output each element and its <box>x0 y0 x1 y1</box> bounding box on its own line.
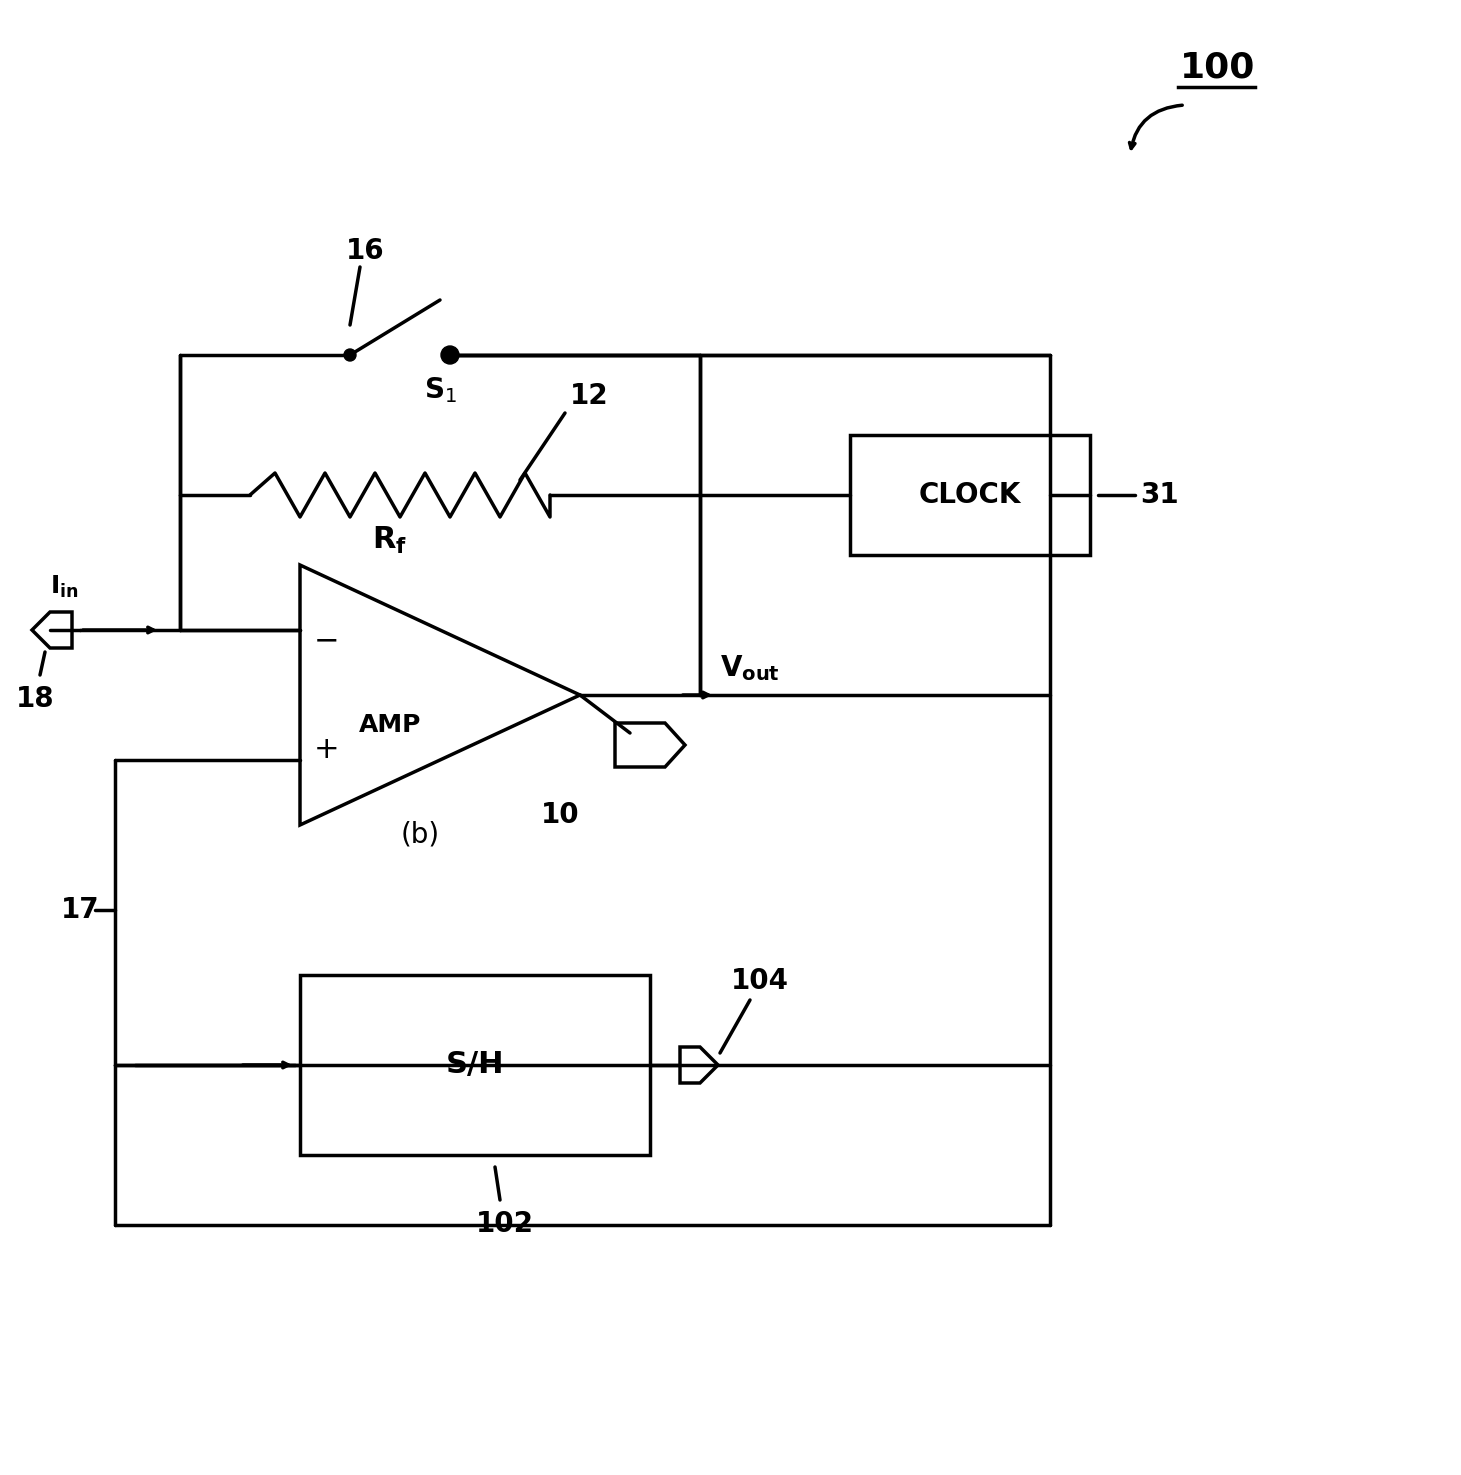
Text: 17: 17 <box>61 895 99 923</box>
Text: $-$: $-$ <box>313 625 337 655</box>
Text: S/H: S/H <box>446 1050 504 1080</box>
Text: 100: 100 <box>1180 52 1255 86</box>
Text: 104: 104 <box>730 968 789 996</box>
Text: 31: 31 <box>1140 481 1179 509</box>
Circle shape <box>441 347 459 364</box>
Text: $\mathbf{V_{out}}$: $\mathbf{V_{out}}$ <box>720 653 780 683</box>
Bar <box>850 435 1090 555</box>
Text: 102: 102 <box>476 1210 535 1238</box>
Text: 18: 18 <box>16 684 54 712</box>
Text: $\mathbf{R_f}$: $\mathbf{R_f}$ <box>373 525 408 556</box>
Text: CLOCK: CLOCK <box>919 481 1021 509</box>
Circle shape <box>343 350 356 361</box>
Text: $\mathbf{I_{in}}$: $\mathbf{I_{in}}$ <box>50 574 79 600</box>
Text: $+$: $+$ <box>313 736 337 764</box>
Bar <box>300 975 650 1155</box>
Text: 16: 16 <box>346 237 384 266</box>
Text: (b): (b) <box>400 822 440 850</box>
Text: 12: 12 <box>570 382 609 410</box>
Text: 10: 10 <box>541 801 580 829</box>
Text: AMP: AMP <box>359 712 421 738</box>
Text: S$_1$: S$_1$ <box>424 375 456 406</box>
